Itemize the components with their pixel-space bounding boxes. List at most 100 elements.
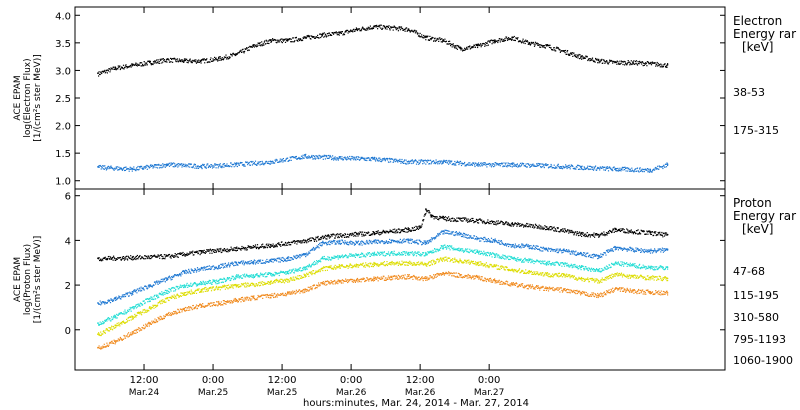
data-point [376,232,378,234]
data-point [390,231,392,233]
data-point [610,167,612,169]
data-point [614,246,617,249]
data-point [441,216,443,218]
data-point [511,244,514,246]
data-point [486,44,488,47]
data-point [435,159,437,161]
data-point [200,60,202,62]
data-point [494,42,496,44]
data-point [193,270,195,272]
data-point [532,163,534,165]
data-point [150,64,152,66]
data-point [559,51,561,53]
data-point [219,267,221,269]
data-point [285,273,287,275]
data-point [276,246,278,248]
data-point [482,164,484,166]
data-point [616,63,618,65]
data-point [501,241,503,243]
data-point [207,265,209,267]
data-point [209,252,211,254]
data-point [454,160,456,163]
data-point [150,257,152,260]
data-point [221,167,223,169]
data-point [518,165,520,167]
data-point [262,43,264,45]
data-point [265,244,267,246]
data-point [627,230,629,232]
data-point [152,61,155,63]
data-point [189,253,191,255]
data-point [306,157,308,159]
data-point [348,242,350,244]
data-point [179,59,181,62]
data-point [569,231,571,234]
data-point [637,61,639,63]
data-point [471,217,473,220]
data-point [305,240,307,242]
data-point [577,57,579,59]
data-point [642,230,644,233]
data-point [393,241,395,243]
data-point [242,48,244,50]
data-point [432,37,434,39]
data-point [221,278,223,280]
data-point [192,254,194,256]
data-point [177,274,179,276]
data-point [294,257,296,259]
data-point [645,251,647,253]
electron-ytick-label: 2.5 [55,94,71,105]
data-point [266,258,268,261]
data-point [488,222,491,224]
data-point [538,44,540,46]
data-point [398,26,400,28]
data-point [264,262,266,264]
data-point [256,163,259,165]
data-point [351,241,353,243]
data-point [319,155,321,157]
data-point [407,231,409,233]
data-point [294,242,296,244]
data-point [523,246,525,248]
data-point [587,236,589,238]
data-point [137,303,139,305]
data-point [497,41,499,44]
data-point [280,160,282,162]
data-point [386,241,388,243]
data-point [516,163,518,165]
data-point [492,41,494,43]
data-point [337,158,339,160]
data-point [323,155,325,158]
data-point [187,62,189,64]
data-point [183,270,186,273]
data-point [643,62,645,64]
data-point [349,241,351,243]
data-point [504,37,506,40]
data-point [389,28,391,30]
data-point [435,236,437,238]
data-point [477,46,479,49]
data-point [265,272,267,274]
data-point [144,255,146,257]
data-point [104,319,106,321]
data-point [212,164,214,167]
data-point [431,239,433,241]
data-point [128,168,130,170]
data-point [113,256,115,259]
data-point [627,229,629,231]
data-point [111,166,113,168]
data-point [358,244,360,246]
data-point [179,252,181,254]
data-point [621,249,624,251]
data-point [163,59,165,61]
data-point [252,44,255,47]
data-point [563,231,566,233]
data-point [99,323,101,325]
data-point [167,255,169,257]
data-point [179,253,181,255]
data-point [504,244,506,246]
data-point [321,35,323,37]
data-point [108,168,110,170]
data-point [270,40,273,42]
data-point [639,60,641,62]
